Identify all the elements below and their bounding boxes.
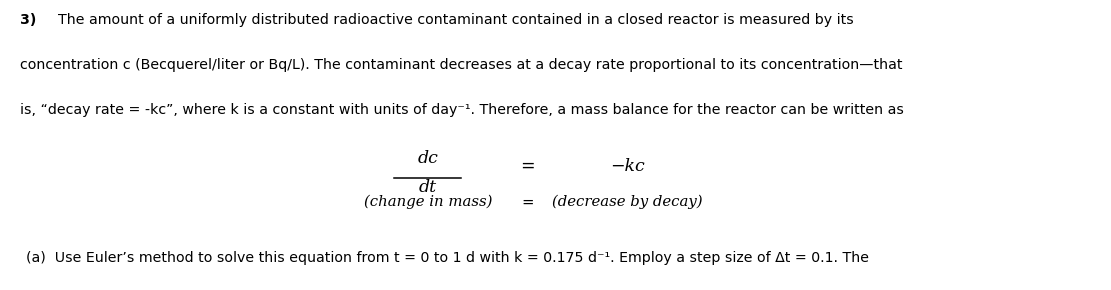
Text: −kc: −kc [610, 157, 645, 175]
Text: 3): 3) [20, 13, 37, 27]
Text: (change in mass): (change in mass) [363, 195, 492, 209]
Text: dt: dt [419, 179, 437, 196]
Text: =: = [520, 157, 536, 175]
Text: =: = [521, 195, 534, 210]
Text: dc: dc [418, 150, 438, 167]
Text: The amount of a uniformly distributed radioactive contaminant contained in a clo: The amount of a uniformly distributed ra… [49, 13, 853, 27]
Text: is, “decay rate = -kc”, where k is a constant with units of day⁻¹. Therefore, a : is, “decay rate = -kc”, where k is a con… [20, 103, 904, 117]
Text: concentration c (Becquerel/liter or Bq/L). The contaminant decreases at a decay : concentration c (Becquerel/liter or Bq/L… [20, 58, 902, 72]
Text: (a)  Use Euler’s method to solve this equation from t = 0 to 1 d with k = 0.175 : (a) Use Euler’s method to solve this equ… [26, 251, 869, 265]
Text: (decrease by decay): (decrease by decay) [552, 195, 703, 209]
